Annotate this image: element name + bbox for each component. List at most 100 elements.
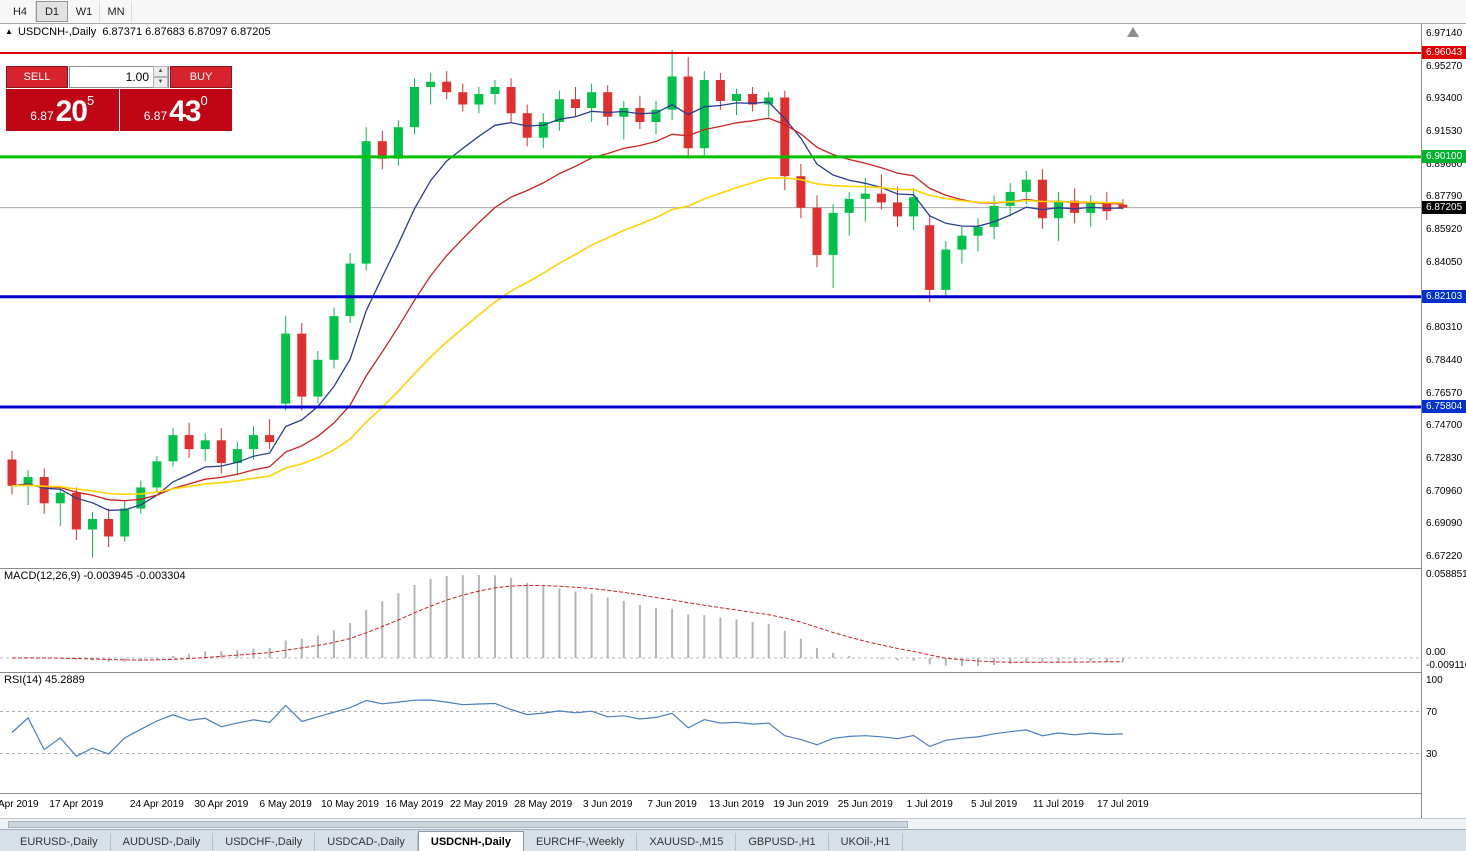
timeframe-h4-button[interactable]: H4	[4, 1, 36, 22]
macd-axis-label: 0.058851	[1426, 569, 1466, 580]
sell-price-display[interactable]: 6.87 20 5	[6, 89, 119, 131]
candle	[71, 492, 81, 530]
chart-tab[interactable]: USDCNH-,Daily	[417, 831, 524, 851]
candle	[603, 92, 613, 117]
chart-title: ▲ USDCNH-,Daily 6.87371 6.87683 6.87097 …	[5, 26, 271, 38]
buy-price-big: 43	[169, 95, 201, 128]
macd-signal-line	[11, 584, 1123, 663]
candle	[39, 477, 49, 504]
date-axis-label: 6 May 2019	[259, 799, 312, 810]
price-axis-label: 6.80310	[1426, 322, 1463, 334]
price-axis-label: 6.74700	[1426, 420, 1463, 432]
candle	[490, 87, 500, 94]
macd-pane-divider[interactable]	[0, 568, 1466, 569]
rsi-axis-label: 30	[1426, 748, 1438, 760]
price-axis-label: 6.84050	[1426, 256, 1463, 268]
candle	[909, 197, 919, 217]
buy-price-prefix: 6.87	[143, 109, 168, 123]
candle	[925, 225, 935, 290]
timeframe-d1-button[interactable]: D1	[36, 1, 68, 22]
scroll-to-end-marker-icon[interactable]	[1127, 27, 1139, 37]
candle	[249, 435, 258, 450]
chart-tab[interactable]: XAUUSD-,M15	[637, 833, 737, 851]
candle	[23, 477, 33, 486]
timeframe-toolbar: H4 D1 W1 MN	[0, 0, 1466, 24]
volume-down-arrow-icon[interactable]: ▼	[153, 77, 168, 88]
chart-window: ▲ USDCNH-,Daily 6.87371 6.87683 6.87097 …	[0, 24, 1466, 818]
date-axis-label: 3 Jun 2019	[582, 799, 633, 810]
timeframe-mn-button[interactable]: MN	[100, 1, 132, 22]
chart-tab[interactable]: EURCHF-,Weekly	[524, 833, 638, 851]
horizontal-scrollbar[interactable]	[0, 818, 1466, 829]
date-axis-label: 11 Apr 2019	[0, 799, 39, 810]
candle	[1070, 200, 1080, 213]
candle	[265, 435, 275, 443]
chart-tab[interactable]: USDCHF-,Daily	[213, 833, 316, 851]
ma-slow-line	[11, 177, 1123, 496]
candle	[474, 94, 484, 105]
date-axis-label: 7 Jun 2019	[647, 799, 697, 810]
date-axis-label: 11 Jul 2019	[1033, 799, 1084, 810]
volume-input[interactable]	[83, 69, 151, 85]
chart-ohlc-quote: 6.87371 6.87683 6.87097 6.87205	[102, 26, 271, 38]
horizontal-scrollbar-thumb[interactable]	[8, 821, 908, 828]
price-axis-label: 6.69090	[1426, 518, 1463, 530]
candle	[458, 92, 468, 105]
ma-mid-line	[11, 117, 1123, 502]
date-axis-label: 5 Jul 2019	[971, 799, 1018, 810]
price-axis-label: 6.95270	[1426, 60, 1463, 72]
price-tag: 6.75804	[1422, 400, 1466, 413]
candle	[683, 76, 693, 149]
date-axis-divider	[0, 793, 1466, 794]
price-axis: 6.97140 6.95270 6.93400 6.91530 6.89660 6.877…	[1421, 24, 1466, 818]
chart-tab[interactable]: UKOil-,H1	[829, 833, 904, 851]
candle	[297, 333, 307, 397]
candle	[55, 492, 65, 504]
chart-tab[interactable]: USDCAD-,Daily	[315, 833, 418, 851]
sell-button[interactable]: SELL	[6, 66, 68, 88]
candle	[120, 508, 130, 537]
candle	[426, 81, 436, 87]
candle	[748, 94, 758, 105]
candle	[989, 205, 999, 227]
candle	[216, 440, 226, 463]
buy-button[interactable]: BUY	[170, 66, 232, 88]
candle	[281, 333, 291, 404]
price-tag: 6.82103	[1422, 289, 1466, 303]
candle	[796, 176, 806, 208]
candle	[88, 519, 97, 530]
price-axis-label: 6.91530	[1426, 125, 1463, 137]
candle	[635, 108, 645, 122]
price-axis-label: 6.72830	[1426, 453, 1463, 464]
candle	[667, 76, 677, 110]
candle	[812, 207, 822, 255]
candle	[1021, 179, 1031, 192]
price-chart[interactable]	[0, 24, 1421, 568]
buy-price-sup: 0	[200, 93, 208, 108]
rsi-indicator-pane[interactable]	[0, 672, 1421, 793]
macd-label: MACD(12,26,9) -0.003945 -0.003304	[4, 570, 186, 582]
price-axis-label: 6.78440	[1426, 354, 1463, 366]
candle	[571, 99, 580, 108]
macd-indicator-pane[interactable]	[0, 568, 1421, 672]
date-axis-label: 16 May 2019	[385, 799, 444, 810]
price-axis-label: 6.85920	[1426, 224, 1463, 236]
buy-price-display[interactable]: 6.87 43 0	[119, 89, 232, 131]
sell-price-prefix: 6.87	[30, 109, 54, 123]
chart-tab[interactable]: EURUSD-,Daily	[8, 833, 111, 851]
price-axis-label: 6.89660	[1426, 158, 1463, 170]
candle	[232, 449, 242, 463]
rsi-label: RSI(14) 45.2889	[4, 674, 85, 686]
chart-tab[interactable]: AUDUSD-,Daily	[111, 833, 214, 851]
candle	[699, 80, 709, 149]
date-axis-label: 19 Jun 2019	[773, 799, 829, 810]
timeframe-w1-button[interactable]: W1	[68, 1, 100, 22]
chart-tab[interactable]: GBPUSD-,H1	[736, 833, 829, 851]
candle	[1054, 200, 1063, 219]
candle	[1037, 179, 1047, 219]
price-tag: 6.87205	[1422, 200, 1466, 214]
volume-up-arrow-icon[interactable]: ▲	[153, 66, 168, 77]
price-axis-label: 6.70960	[1426, 485, 1463, 497]
rsi-pane-divider[interactable]	[0, 672, 1466, 673]
candle	[393, 127, 403, 159]
